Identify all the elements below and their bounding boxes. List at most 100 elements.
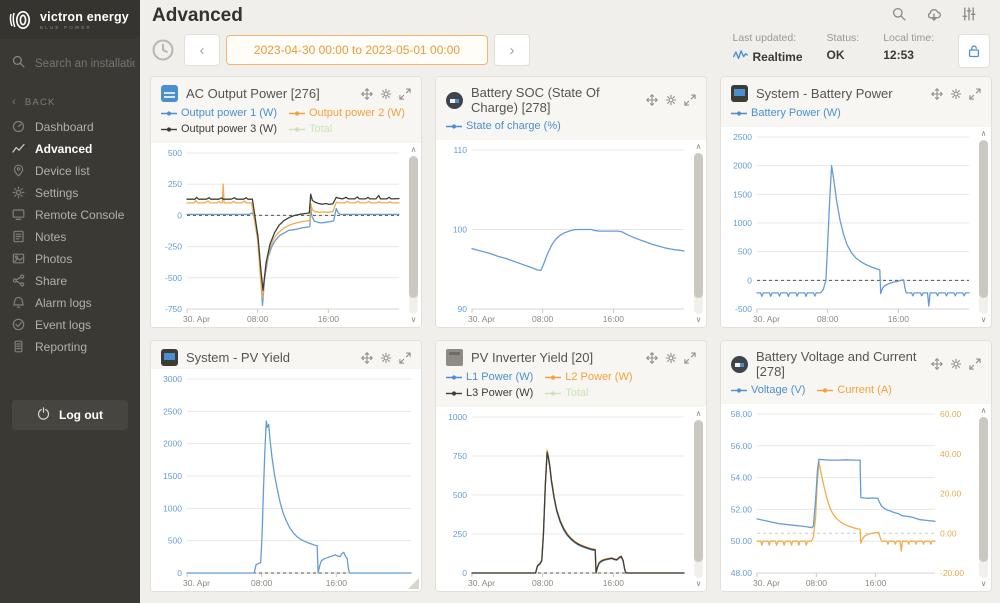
sidebar-item-notes[interactable]: Notes xyxy=(0,226,140,248)
sidebar-item-label: Share xyxy=(35,274,68,288)
gear-icon[interactable] xyxy=(665,94,677,106)
chart-scrollbar[interactable]: ∧ ∨ xyxy=(692,409,705,589)
local-time-value: 12:53 xyxy=(883,48,914,62)
sidebar-item-device-list[interactable]: Device list xyxy=(0,160,140,182)
battery-device-icon xyxy=(446,91,463,109)
move-widget-icon[interactable] xyxy=(931,87,943,100)
gear-icon[interactable] xyxy=(950,88,962,100)
legend-item[interactable]: Battery Power (W) xyxy=(731,105,841,121)
previous-day-button[interactable]: ‹ xyxy=(184,34,220,66)
date-range-input[interactable]: 2023-04-30 00:00 to 2023-05-01 00:00 xyxy=(226,35,488,65)
status-value: OK xyxy=(826,48,845,62)
svg-text:08:00: 08:00 xyxy=(806,578,828,588)
legend-item[interactable]: Current (A) xyxy=(817,382,892,398)
legend-item[interactable]: L3 Power (W) xyxy=(446,385,533,401)
chart-title: PV Inverter Yield [20] xyxy=(471,350,594,365)
sidebar-item-label: Advanced xyxy=(35,142,93,156)
legend-item[interactable]: Output power 1 (W) xyxy=(161,105,277,121)
svg-text:0.00: 0.00 xyxy=(940,528,957,538)
svg-text:54.00: 54.00 xyxy=(731,473,753,483)
status-label: Status: xyxy=(826,32,860,44)
console-icon xyxy=(12,208,26,222)
legend-marker-icon xyxy=(817,387,834,393)
legend-marker-icon xyxy=(545,390,562,396)
gear-icon[interactable] xyxy=(665,352,677,364)
sidebar-item-remote-console[interactable]: Remote Console xyxy=(0,204,140,226)
installation-search[interactable] xyxy=(0,39,140,87)
legend-marker-icon xyxy=(731,387,747,393)
last-updated-value: Realtime xyxy=(752,50,803,64)
gx-device-icon xyxy=(731,85,748,102)
chart-scrollbar[interactable]: ∧ ∨ xyxy=(977,406,990,589)
clock-icon[interactable] xyxy=(152,39,174,61)
chevron-left-icon: ‹ xyxy=(12,96,17,108)
legend-item[interactable]: L1 Power (W) xyxy=(446,369,533,385)
chart-title: Battery SOC (State Of Charge) [278] xyxy=(471,85,600,115)
sidebar-item-advanced[interactable]: Advanced xyxy=(0,138,140,160)
scroll-up-icon: ∧ xyxy=(695,142,702,151)
svg-text:16:00: 16:00 xyxy=(865,578,887,588)
widget-settings-icon[interactable] xyxy=(962,7,976,26)
cloud-download-icon[interactable] xyxy=(927,7,941,26)
move-widget-icon[interactable] xyxy=(361,351,373,364)
fullscreen-icon[interactable] xyxy=(969,358,981,370)
legend-item[interactable]: State of charge (%) xyxy=(446,118,561,134)
move-widget-icon[interactable] xyxy=(931,358,943,370)
svg-text:16:00: 16:00 xyxy=(326,578,348,588)
svg-text:16:00: 16:00 xyxy=(603,578,625,588)
svg-text:100: 100 xyxy=(453,225,467,235)
fullscreen-icon[interactable] xyxy=(684,94,696,106)
chart-scrollbar[interactable]: ∧ ∨ xyxy=(692,142,705,325)
legend-item[interactable]: Total xyxy=(545,385,589,401)
chart-scrollbar[interactable]: ∧ ∨ xyxy=(977,129,990,325)
back-button[interactable]: ‹ BACK xyxy=(0,87,140,116)
move-widget-icon[interactable] xyxy=(361,87,373,100)
sidebar-item-share[interactable]: Share xyxy=(0,270,140,292)
search-icon[interactable] xyxy=(892,7,906,26)
legend-marker-icon xyxy=(288,110,305,116)
logout-button[interactable]: Log out xyxy=(12,400,128,430)
unlock-button[interactable] xyxy=(958,34,990,68)
move-widget-icon[interactable] xyxy=(646,94,658,106)
chart-area: 58.00 56.00 54.00 52.00 50.00 48.00 60.00 40.00… xyxy=(721,404,991,591)
sidebar-item-photos[interactable]: Photos xyxy=(0,248,140,270)
legend-item[interactable]: Voltage (V) xyxy=(731,382,805,398)
sidebar-item-event-logs[interactable]: Event logs xyxy=(0,314,140,336)
gear-icon[interactable] xyxy=(380,88,392,100)
fullscreen-icon[interactable] xyxy=(399,352,411,364)
legend-item[interactable]: L2 Power (W) xyxy=(545,369,633,385)
next-day-button[interactable]: › xyxy=(494,34,530,66)
legend-marker-icon xyxy=(446,374,462,380)
svg-text:08:00: 08:00 xyxy=(251,578,273,588)
gear-icon[interactable] xyxy=(950,358,962,370)
fullscreen-icon[interactable] xyxy=(684,352,696,364)
power-icon xyxy=(37,407,50,423)
victron-logo-icon xyxy=(9,10,31,30)
victron-logo[interactable]: victron energy BLUE POWER xyxy=(0,0,140,39)
notes-icon xyxy=(12,230,26,244)
legend-item[interactable]: Total xyxy=(288,121,332,137)
scrollbar-thumb xyxy=(409,156,418,298)
chart-scrollbar[interactable]: ∧ ∨ xyxy=(407,145,420,325)
resize-handle[interactable] xyxy=(408,578,419,589)
advanced-icon xyxy=(12,142,26,156)
svg-text:1500: 1500 xyxy=(163,471,182,481)
sidebar-item-reporting[interactable]: Reporting xyxy=(0,336,140,358)
sidebar-item-label: Device list xyxy=(35,164,90,178)
gear-icon[interactable] xyxy=(380,352,392,364)
svg-text:500: 500 xyxy=(168,148,182,158)
sidebar-item-alarm-logs[interactable]: Alarm logs xyxy=(0,292,140,314)
svg-text:0: 0 xyxy=(747,275,752,285)
fullscreen-icon[interactable] xyxy=(399,88,411,100)
legend-item[interactable]: Output power 2 (W) xyxy=(288,105,405,121)
move-widget-icon[interactable] xyxy=(646,351,658,364)
sidebar-item-settings[interactable]: Settings xyxy=(0,182,140,204)
gx-device-icon xyxy=(161,349,178,366)
chart-legend: Voltage (V) Current (A) xyxy=(731,379,981,401)
status-info: Last updated: Realtime Status: OK Local … xyxy=(732,32,990,68)
scroll-down-icon: ∨ xyxy=(980,579,987,588)
fullscreen-icon[interactable] xyxy=(969,88,981,100)
legend-item[interactable]: Output power 3 (W) xyxy=(161,121,277,137)
search-input[interactable] xyxy=(33,57,137,71)
sidebar-item-dashboard[interactable]: Dashboard xyxy=(0,116,140,138)
